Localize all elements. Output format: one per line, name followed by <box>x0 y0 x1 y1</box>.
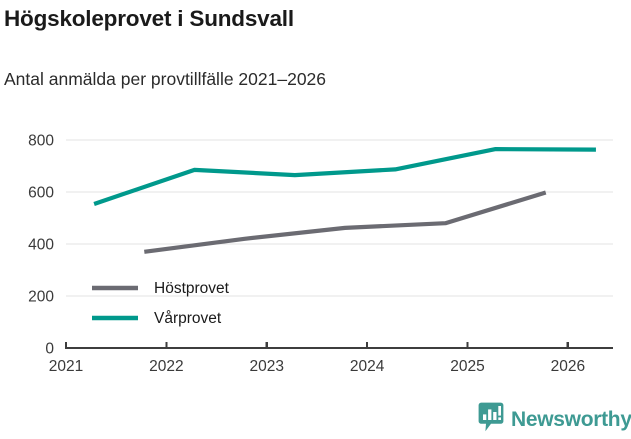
legend-label[interactable]: Vårprovet <box>154 310 222 327</box>
y-axis-tick-label: 400 <box>28 237 54 254</box>
series-lines <box>93 147 596 254</box>
page-title: Högskoleprovet i Sundsvall <box>4 6 294 31</box>
series-line <box>93 147 596 206</box>
x-axis-line <box>64 342 613 350</box>
x-axis-tick-label: 2024 <box>350 358 385 375</box>
x-axis-tick-label: 2022 <box>149 358 183 375</box>
x-axis-tick-label: 2023 <box>249 358 283 375</box>
series-line <box>144 190 547 254</box>
y-axis-tick-label: 600 <box>28 185 54 202</box>
brand-wordmark: Newsworthy <box>511 408 631 431</box>
x-axis-tick-label: 2025 <box>450 358 484 375</box>
y-axis-tick-label: 800 <box>28 133 54 150</box>
y-axis-tick-label: 0 <box>45 341 54 358</box>
chart-legend: Höstprovet Vårprovet <box>92 280 230 327</box>
x-axis-tick-label: 2021 <box>49 358 83 375</box>
y-axis-tick-label: 200 <box>28 289 54 306</box>
newsworthy-logo[interactable]: Newsworthy <box>478 402 631 437</box>
legend-label[interactable]: Höstprovet <box>154 280 230 297</box>
y-axis-tick-labels: 0 200 400 600 800 <box>28 133 54 358</box>
chart-subtitle: Antal anmälda per provtillfälle 2021–202… <box>4 69 327 89</box>
axis-line <box>64 342 613 350</box>
bar-chart-speech-bubble-icon <box>478 402 504 437</box>
x-axis-tick-labels: 2021 2022 2023 2024 2025 2026 <box>49 342 585 375</box>
x-axis-tick-label: 2026 <box>551 358 585 375</box>
gridlines <box>66 139 613 297</box>
